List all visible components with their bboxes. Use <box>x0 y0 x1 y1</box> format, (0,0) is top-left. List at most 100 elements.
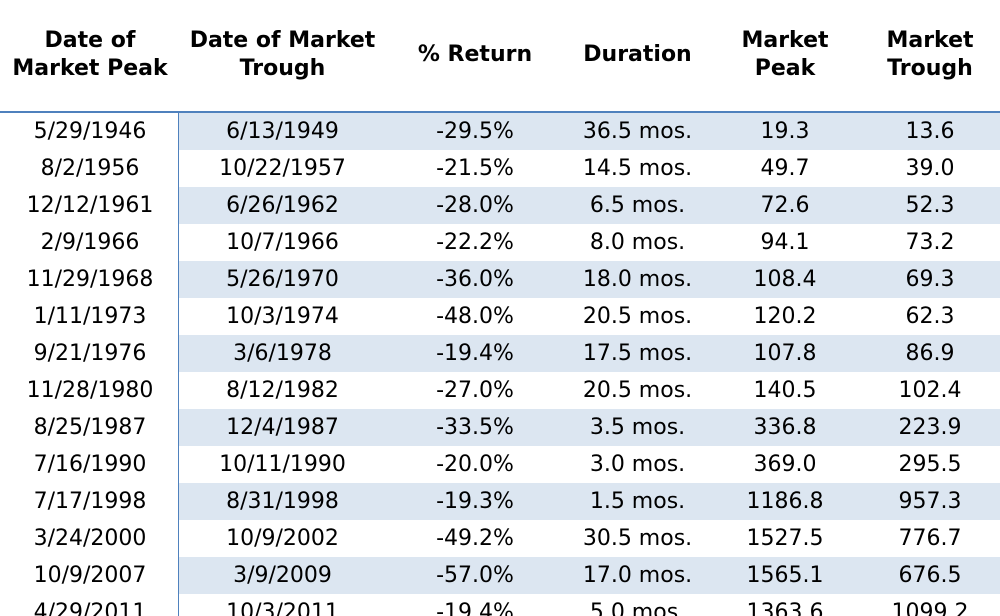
cell-market-peak: 336.8 <box>753 415 817 440</box>
table-row: 7/16/1990 10/11/1990 -20.0% 3.0 mos. 369.0 29… <box>0 446 1000 483</box>
cell-duration: 14.5 mos. <box>582 156 693 181</box>
cell-return: -29.5% <box>436 119 514 144</box>
cell-trough-date: 3/6/1978 <box>233 341 332 366</box>
cell-market-peak: 107.8 <box>753 341 817 366</box>
cell-market-trough: 223.9 <box>898 415 962 440</box>
cell-duration: 1.5 mos. <box>589 489 686 514</box>
column-header-line: Peak <box>754 56 816 81</box>
cell-trough-date: 10/3/1974 <box>226 304 339 329</box>
cell-return: -57.0% <box>436 563 514 588</box>
cell-peak-date: 9/21/1976 <box>33 341 147 366</box>
cell-return: -33.5% <box>436 415 514 440</box>
cell-market-peak: 120.2 <box>753 304 817 329</box>
cell-peak-date: 4/29/2011 <box>33 600 147 616</box>
cell-duration: 30.5 mos. <box>582 526 693 551</box>
column-header-market-trough: Market Trough <box>860 0 1000 110</box>
table-row: 8/2/1956 10/22/1957 -21.5% 14.5 mos. 49.7 39.… <box>0 150 1000 187</box>
cell-return: -49.2% <box>436 526 514 551</box>
cell-market-trough: 295.5 <box>898 452 962 477</box>
cell-market-peak: 1527.5 <box>746 526 824 551</box>
header-rule <box>0 111 1000 113</box>
table-row: 11/28/1980 8/12/1982 -27.0% 20.5 mos. 140.5 1… <box>0 372 1000 409</box>
table-row: 12/12/1961 6/26/1962 -28.0% 6.5 mos. 72.6 52.… <box>0 187 1000 224</box>
row-shading <box>179 187 1000 224</box>
cell-duration: 5.0 mos. <box>589 600 686 616</box>
table-row: 10/9/2007 3/9/2009 -57.0% 17.0 mos. 1565.1 67… <box>0 557 1000 594</box>
cell-market-trough: 86.9 <box>905 341 955 366</box>
cell-trough-date: 10/7/1966 <box>226 230 339 255</box>
cell-duration: 17.0 mos. <box>582 563 693 588</box>
cell-market-peak: 19.3 <box>760 119 810 144</box>
cell-peak-date: 2/9/1966 <box>40 230 140 255</box>
row-shading <box>179 113 1000 150</box>
cell-market-trough: 1099.2 <box>891 600 969 616</box>
cell-market-trough: 52.3 <box>905 193 955 218</box>
cell-trough-date: 10/9/2002 <box>226 526 339 551</box>
cell-peak-date: 8/25/1987 <box>33 415 147 440</box>
cell-peak-date: 10/9/2007 <box>33 563 147 588</box>
column-header-line: Market <box>741 28 829 53</box>
cell-market-trough: 676.5 <box>898 563 962 588</box>
cell-peak-date: 12/12/1961 <box>26 193 154 218</box>
cell-duration: 17.5 mos. <box>582 341 693 366</box>
cell-market-peak: 369.0 <box>753 452 817 477</box>
cell-market-trough: 102.4 <box>898 378 962 403</box>
column-header-line: Market <box>886 28 974 53</box>
cell-return: -27.0% <box>436 378 514 403</box>
cell-market-peak: 72.6 <box>760 193 810 218</box>
cell-peak-date: 3/24/2000 <box>33 526 147 551</box>
column-header-line: Trough <box>239 56 326 81</box>
cell-peak-date: 11/29/1968 <box>26 267 154 292</box>
cell-return: -19.3% <box>436 489 514 514</box>
column-header-return: % Return <box>385 0 565 110</box>
cell-return: -22.2% <box>436 230 514 255</box>
cell-duration: 20.5 mos. <box>582 378 693 403</box>
cell-peak-date: 7/16/1990 <box>33 452 147 477</box>
cell-trough-date: 5/26/1970 <box>226 267 339 292</box>
row-shading <box>179 335 1000 372</box>
cell-return: -28.0% <box>436 193 514 218</box>
cell-market-trough: 69.3 <box>905 267 955 292</box>
column-header-line: Market Peak <box>12 56 168 81</box>
table-row: 7/17/1998 8/31/1998 -19.3% 1.5 mos. 1186.8 95… <box>0 483 1000 520</box>
cell-peak-date: 1/11/1973 <box>33 304 147 329</box>
column-header-line: Date of <box>44 28 136 53</box>
cell-return: -19.4% <box>436 341 514 366</box>
cell-trough-date: 10/3/2011 <box>226 600 339 616</box>
column-header-line: % Return <box>417 42 533 67</box>
table-row: 3/24/2000 10/9/2002 -49.2% 30.5 mos. 1527.5 7… <box>0 520 1000 557</box>
cell-duration: 20.5 mos. <box>582 304 693 329</box>
cell-peak-date: 5/29/1946 <box>33 119 147 144</box>
cell-market-peak: 94.1 <box>760 230 810 255</box>
cell-trough-date: 6/26/1962 <box>226 193 339 218</box>
cell-duration: 18.0 mos. <box>582 267 693 292</box>
row-shading <box>179 409 1000 446</box>
cell-trough-date: 8/12/1982 <box>226 378 339 403</box>
cell-trough-date: 12/4/1987 <box>226 415 339 440</box>
row-shading <box>179 483 1000 520</box>
cell-trough-date: 10/22/1957 <box>219 156 346 181</box>
cell-trough-date: 3/9/2009 <box>233 563 332 588</box>
column-header-duration: Duration <box>565 0 710 110</box>
cell-trough-date: 6/13/1949 <box>226 119 339 144</box>
column-header-peak-date: Date of Market Peak <box>0 0 180 110</box>
column-header-line: Date of Market <box>189 28 376 53</box>
cell-market-peak: 140.5 <box>753 378 817 403</box>
cell-duration: 3.0 mos. <box>589 452 686 477</box>
cell-market-peak: 1363.6 <box>746 600 824 616</box>
cell-market-trough: 13.6 <box>905 119 955 144</box>
cell-market-peak: 49.7 <box>760 156 810 181</box>
cell-return: -20.0% <box>436 452 514 477</box>
table-row: 11/29/1968 5/26/1970 -36.0% 18.0 mos. 108.4 6… <box>0 261 1000 298</box>
cell-peak-date: 11/28/1980 <box>26 378 154 403</box>
cell-duration: 36.5 mos. <box>582 119 693 144</box>
cell-market-peak: 108.4 <box>753 267 817 292</box>
cell-duration: 3.5 mos. <box>589 415 686 440</box>
cell-market-trough: 776.7 <box>898 526 962 551</box>
table-row: 2/9/1966 10/7/1966 -22.2% 8.0 mos. 94.1 73.2 <box>0 224 1000 261</box>
table-header: Date of Market Peak Date of Market Trough % … <box>0 0 1000 110</box>
cell-return: -21.5% <box>436 156 514 181</box>
cell-return: -19.4% <box>436 600 514 616</box>
column-header-line: Duration <box>583 42 692 67</box>
column-header-market-peak: Market Peak <box>710 0 860 110</box>
